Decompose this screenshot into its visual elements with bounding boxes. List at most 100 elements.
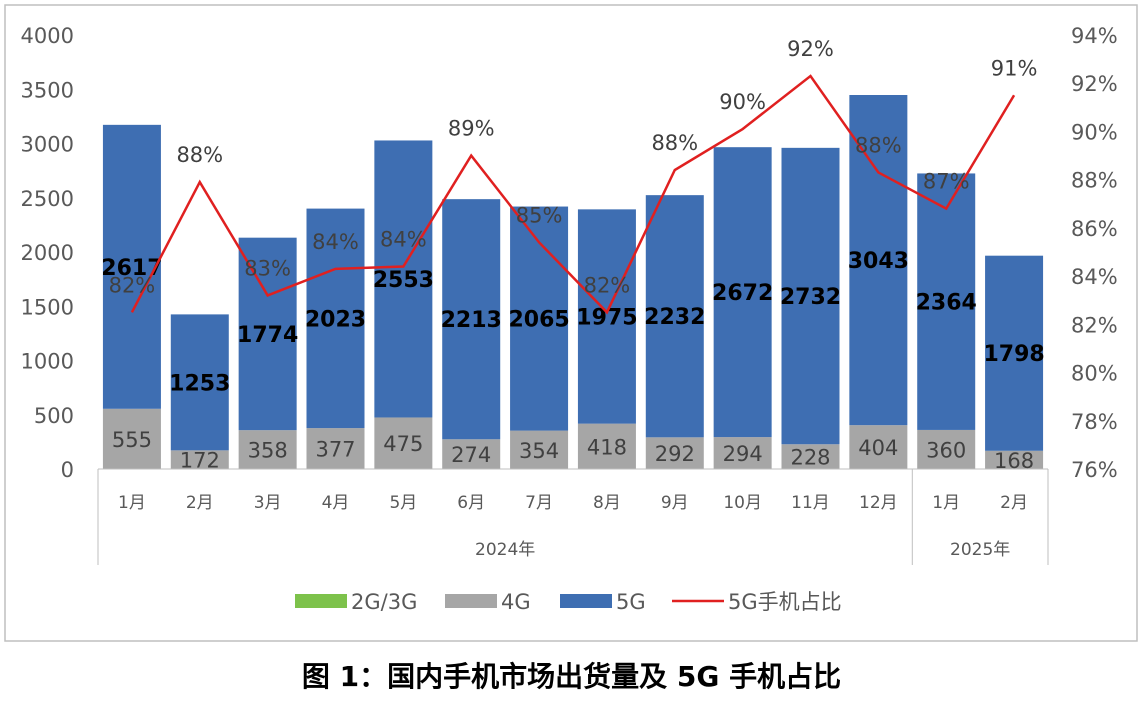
category-axis: 1月 2月 3月 4月 5月 6月 7月 8月 9月 10月 11月 12月 1月 2月 2024年 2025…: [97, 468, 1049, 565]
bar-5g: [170, 314, 229, 451]
bar-4g: [849, 425, 908, 469]
bar-4g: [374, 417, 433, 469]
bar-data-labels: 5552617172125335817743772023475255327422…: [101, 249, 1044, 473]
bar-4g: [238, 430, 297, 469]
month-tick-label: 10月: [723, 493, 762, 513]
bar-5g: [917, 173, 976, 430]
bar-4g: [781, 444, 840, 469]
bar-4g: [170, 450, 229, 469]
month-tick-label: 7月: [525, 493, 553, 513]
right-axis: 76% 78% 80% 82% 84% 86% 88% 90% 92% 94%: [1071, 24, 1118, 482]
label-5g: 2732: [780, 285, 841, 310]
ratio-label: 88%: [176, 143, 223, 167]
bar-4g: [985, 450, 1044, 469]
label-4g: 418: [587, 435, 627, 459]
bar-4g: [442, 439, 501, 469]
label-4g: 555: [112, 428, 152, 452]
ratio-label: 84%: [380, 227, 427, 251]
bar-5g: [102, 124, 161, 409]
right-tick-label: 78%: [1071, 410, 1118, 434]
left-tick-label: 3000: [21, 133, 74, 157]
right-tick-label: 80%: [1071, 362, 1118, 386]
bar-4g: [306, 428, 365, 469]
left-tick-label: 4000: [21, 24, 74, 48]
month-tick-label: 3月: [254, 493, 282, 513]
right-tick-label: 94%: [1071, 24, 1118, 48]
bar-5g: [985, 255, 1044, 451]
right-tick-label: 86%: [1071, 217, 1118, 241]
ratio-label: 88%: [651, 131, 698, 155]
label-5g: 2023: [305, 307, 366, 332]
month-tick-label: 1月: [118, 493, 146, 513]
label-5g: 2232: [644, 305, 705, 330]
left-tick-label: 3500: [21, 78, 74, 102]
month-tick-label: 6月: [457, 493, 485, 513]
label-4g: 354: [519, 439, 559, 463]
bar-series: [102, 95, 1044, 469]
bar-4g: [577, 423, 636, 469]
bar-5g: [374, 140, 433, 418]
bar-4g: [102, 408, 161, 469]
bar-5g: [577, 209, 636, 424]
ratio-label: 92%: [787, 37, 834, 61]
left-tick-label: 1000: [21, 350, 74, 374]
month-tick-label: 12月: [859, 493, 898, 513]
ratio-label: 82%: [584, 273, 631, 297]
left-tick-label: 2500: [21, 187, 74, 211]
ratio-label: 83%: [244, 256, 291, 280]
year-group-label: 2025年: [950, 540, 1010, 560]
right-tick-label: 90%: [1071, 120, 1118, 144]
left-tick-label: 0: [61, 458, 74, 482]
month-tick-label: 5月: [389, 493, 417, 513]
label-5g: 2672: [712, 281, 773, 306]
legend-label: 5G: [616, 590, 646, 614]
legend-swatch: [295, 594, 347, 608]
bar-5g: [781, 147, 840, 445]
month-tick-label: 11月: [791, 493, 830, 513]
ratio-label: 90%: [719, 90, 766, 114]
month-tick-label: 2月: [186, 493, 214, 513]
figure-caption: 图 1：国内手机市场出货量及 5G 手机占比: [301, 660, 842, 693]
month-tick-label: 2月: [1000, 493, 1028, 513]
label-4g: 294: [723, 442, 763, 466]
ratio-label: 85%: [516, 203, 563, 227]
ratio-label: 84%: [312, 230, 359, 254]
ratio-label: 91%: [991, 56, 1038, 80]
right-tick-label: 92%: [1071, 72, 1118, 96]
ratio-label: 88%: [855, 133, 902, 157]
bar-5g: [442, 199, 501, 440]
label-5g: 1975: [576, 306, 637, 331]
left-tick-label: 1500: [21, 295, 74, 319]
bar-5g: [645, 195, 704, 438]
label-4g: 475: [383, 432, 423, 456]
ratio-line: [130, 74, 1016, 315]
ratio-label: 89%: [448, 117, 495, 141]
ratio-label: 82%: [109, 273, 156, 297]
legend-label: 4G: [501, 590, 531, 614]
left-tick-label: 500: [34, 404, 74, 428]
label-5g: 2553: [373, 268, 434, 293]
label-4g: 274: [451, 443, 491, 467]
label-5g: 1774: [237, 323, 298, 348]
bar-5g: [306, 208, 365, 429]
bar-4g: [917, 429, 976, 469]
legend-label: 2G/3G: [351, 590, 417, 614]
year-group-label: 2024年: [475, 540, 535, 560]
bar-4g: [645, 437, 704, 469]
label-4g: 228: [790, 446, 830, 470]
label-5g: 2065: [508, 308, 569, 333]
legend-swatch: [560, 594, 612, 608]
ratio-label: 87%: [923, 170, 970, 194]
label-4g: 360: [926, 438, 966, 462]
month-tick-label: 1月: [932, 493, 960, 513]
month-tick-label: 9月: [661, 493, 689, 513]
label-5g: 1253: [169, 371, 230, 396]
label-4g: 404: [858, 436, 898, 460]
bar-5g: [238, 237, 297, 431]
legend-label: 5G手机占比: [728, 590, 842, 614]
left-axis: 0 500 1000 1500 2000 2500 3000 3500 4000: [21, 24, 74, 482]
label-4g: 358: [248, 439, 288, 463]
label-4g: 292: [655, 442, 695, 466]
label-5g: 1798: [983, 342, 1044, 367]
